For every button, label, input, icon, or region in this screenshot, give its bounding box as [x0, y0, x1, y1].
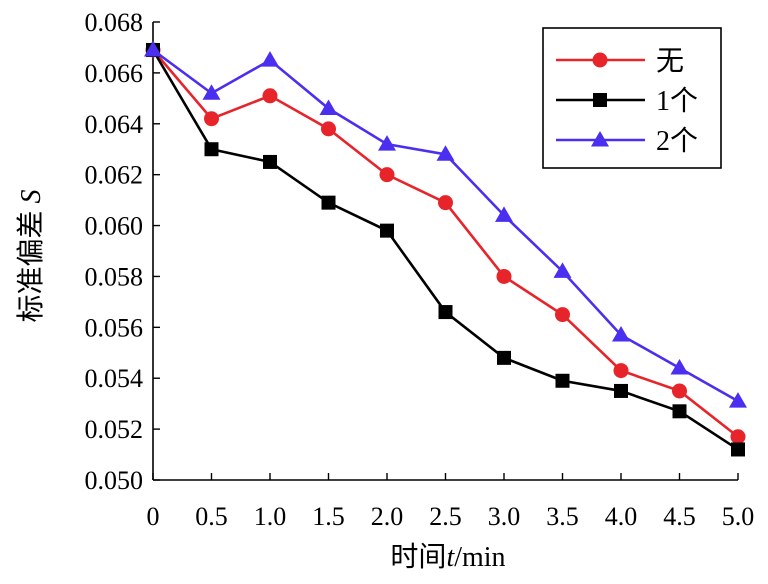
legend-entry: 无 [556, 46, 684, 77]
x-tick-label: 1.5 [312, 502, 345, 531]
x-tick-label: 0 [147, 502, 160, 531]
data-point [202, 84, 221, 100]
data-point [592, 52, 608, 68]
data-point [379, 167, 395, 183]
data-point [555, 307, 570, 323]
data-point [261, 51, 279, 67]
data-point [591, 131, 609, 147]
y-tick-label: 0.066 [85, 59, 144, 88]
legend-label: 无 [656, 46, 684, 77]
series-layer [144, 40, 747, 457]
data-point [555, 373, 570, 388]
data-point [380, 223, 394, 238]
y-tick-label: 0.050 [85, 466, 144, 495]
x-axis-label: 时间t/min [390, 541, 505, 573]
x-tick-label: 4.5 [663, 502, 696, 531]
data-point [204, 142, 219, 157]
legend-label: 2个 [656, 126, 698, 157]
y-tick-label: 0.068 [85, 8, 144, 37]
legend-entry: 1个 [556, 86, 698, 117]
data-point [378, 135, 396, 151]
data-point [321, 195, 336, 210]
data-point [204, 111, 219, 127]
y-tick-label: 0.064 [85, 110, 144, 139]
x-tick-label: 4.0 [605, 502, 638, 531]
legend-box [542, 27, 722, 169]
data-point [614, 383, 628, 398]
x-tick-label: 2.5 [429, 502, 462, 531]
series-square [146, 42, 745, 457]
data-point [497, 350, 511, 365]
axes: 0.050 0.052 0.054 0.056 0.058 0.060 0.062 0.064… [85, 8, 755, 531]
series-triangle [144, 40, 747, 408]
data-point [730, 429, 746, 445]
data-point [438, 195, 453, 211]
x-tick-label: 1.0 [254, 502, 287, 531]
y-tick-label: 0.058 [85, 262, 144, 291]
data-point [731, 442, 745, 457]
x-tick-label: 3.0 [488, 502, 521, 531]
data-point [144, 40, 162, 57]
y-axis-label: 标准偏差 S [15, 189, 47, 322]
legend-entry: 2个 [556, 126, 698, 157]
x-tick-label: 0.5 [195, 502, 228, 531]
data-point [672, 383, 687, 399]
x-tick-label: 5.0 [722, 502, 755, 531]
data-point [263, 154, 277, 169]
y-tick-label: 0.054 [85, 364, 144, 393]
x-tick-label: 2.0 [371, 502, 404, 531]
data-point [496, 268, 512, 284]
data-point [436, 145, 455, 161]
data-point [670, 359, 689, 375]
data-point [593, 93, 607, 107]
data-point [319, 99, 338, 115]
data-point [729, 392, 747, 408]
y-tick-label: 0.060 [85, 212, 144, 241]
y-tick-label: 0.062 [85, 161, 144, 190]
data-point [321, 121, 336, 137]
legend-label: 1个 [656, 86, 698, 117]
data-point [672, 404, 687, 419]
series-circle [145, 42, 746, 445]
data-point [262, 88, 278, 104]
legend: 无 1个 2个 [542, 27, 722, 169]
data-point [613, 363, 629, 379]
data-point [438, 305, 453, 320]
y-tick-label: 0.056 [85, 313, 144, 342]
data-point [495, 206, 513, 222]
x-tick-label: 3.5 [546, 502, 579, 531]
data-point [612, 325, 630, 342]
data-point [553, 262, 572, 278]
y-tick-label: 0.052 [85, 415, 144, 444]
